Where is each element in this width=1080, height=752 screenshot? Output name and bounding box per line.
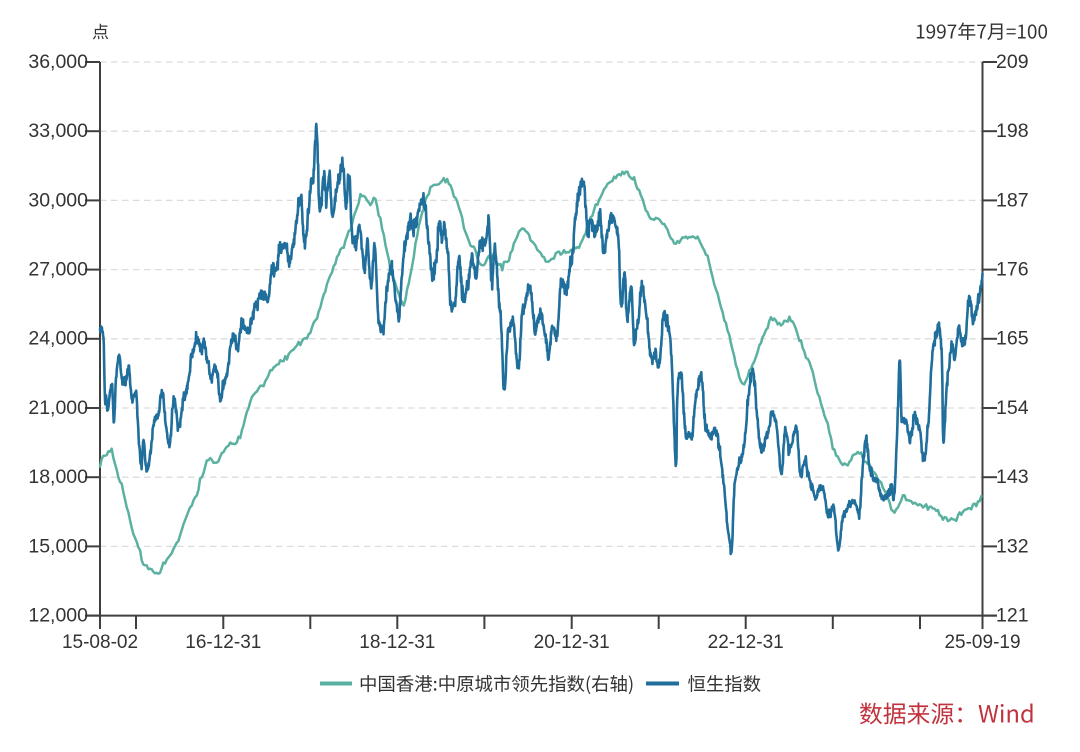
svg-text:198: 198 <box>996 120 1029 142</box>
svg-text:21,000: 21,000 <box>28 397 88 419</box>
svg-text:121: 121 <box>996 605 1029 627</box>
svg-text:33,000: 33,000 <box>28 120 88 142</box>
svg-text:132: 132 <box>996 535 1029 557</box>
svg-text:27,000: 27,000 <box>28 259 88 281</box>
svg-text:209: 209 <box>996 51 1029 73</box>
svg-text:15-08-02: 15-08-02 <box>62 632 138 653</box>
svg-text:22-12-31: 22-12-31 <box>708 632 784 653</box>
svg-text:24,000: 24,000 <box>28 328 88 350</box>
svg-text:15,000: 15,000 <box>28 535 88 557</box>
svg-text:36,000: 36,000 <box>28 51 88 73</box>
svg-text:16-12-31: 16-12-31 <box>185 632 261 653</box>
svg-text:12,000: 12,000 <box>28 605 88 627</box>
svg-text:25-09-19: 25-09-19 <box>944 632 1020 653</box>
svg-text:30,000: 30,000 <box>28 189 88 211</box>
svg-text:20-12-31: 20-12-31 <box>534 632 610 653</box>
svg-text:154: 154 <box>996 397 1029 419</box>
svg-text:18-12-31: 18-12-31 <box>359 632 435 653</box>
svg-text:176: 176 <box>996 259 1029 281</box>
svg-text:165: 165 <box>996 328 1029 350</box>
svg-text:18,000: 18,000 <box>28 466 88 488</box>
svg-text:143: 143 <box>996 466 1029 488</box>
svg-text:187: 187 <box>996 189 1029 211</box>
